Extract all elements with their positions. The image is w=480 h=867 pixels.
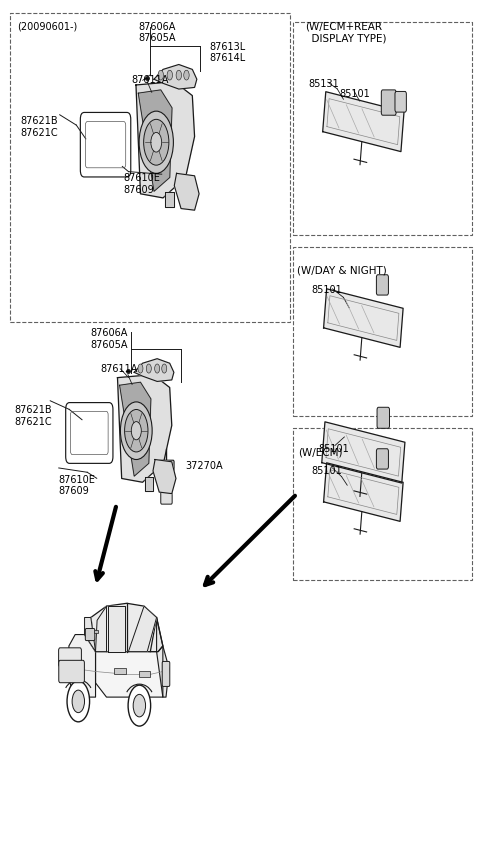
Polygon shape: [129, 606, 156, 652]
Polygon shape: [136, 81, 194, 198]
Polygon shape: [96, 606, 107, 652]
FancyBboxPatch shape: [381, 90, 396, 115]
Circle shape: [162, 364, 167, 373]
Circle shape: [167, 70, 172, 80]
FancyBboxPatch shape: [376, 275, 388, 295]
Polygon shape: [118, 375, 172, 482]
Polygon shape: [108, 606, 125, 652]
Polygon shape: [154, 64, 197, 89]
Circle shape: [67, 681, 90, 722]
Polygon shape: [156, 617, 169, 697]
FancyBboxPatch shape: [59, 648, 82, 667]
Bar: [95, 630, 98, 634]
FancyBboxPatch shape: [159, 460, 174, 482]
Circle shape: [184, 70, 189, 80]
Text: 87611A: 87611A: [131, 75, 168, 85]
Circle shape: [133, 694, 145, 717]
Bar: [10, 13, 290, 322]
Circle shape: [131, 421, 141, 440]
FancyBboxPatch shape: [162, 662, 170, 687]
Circle shape: [120, 402, 152, 460]
Polygon shape: [324, 289, 403, 348]
FancyBboxPatch shape: [395, 91, 407, 112]
Bar: [139, 671, 150, 677]
Text: (W/ECM+REAR
  DISPLAY TYPE): (W/ECM+REAR DISPLAY TYPE): [305, 22, 387, 43]
Polygon shape: [120, 382, 151, 476]
Text: 85101: 85101: [311, 285, 342, 296]
Circle shape: [155, 364, 160, 373]
Text: 85101: 85101: [340, 89, 371, 99]
Polygon shape: [144, 477, 153, 491]
Text: 87621B
87621C: 87621B 87621C: [21, 116, 59, 138]
Text: (20090601-): (20090601-): [17, 22, 77, 32]
Text: 87606A
87605A: 87606A 87605A: [138, 22, 176, 43]
Bar: [293, 428, 472, 580]
FancyBboxPatch shape: [80, 113, 131, 177]
FancyBboxPatch shape: [161, 491, 172, 504]
FancyBboxPatch shape: [377, 407, 389, 428]
Text: 85131: 85131: [309, 79, 339, 88]
Polygon shape: [96, 646, 163, 697]
Text: 87621B
87621C: 87621B 87621C: [14, 405, 52, 427]
Text: 85101: 85101: [311, 466, 342, 476]
Text: (W/DAY & NIGHT): (W/DAY & NIGHT): [297, 265, 387, 276]
Polygon shape: [153, 460, 176, 493]
Bar: [293, 247, 472, 416]
Text: 87610E
87609: 87610E 87609: [124, 173, 161, 195]
Circle shape: [158, 70, 164, 80]
Polygon shape: [323, 92, 404, 152]
Bar: [293, 22, 472, 235]
FancyBboxPatch shape: [66, 402, 113, 463]
Circle shape: [139, 111, 173, 173]
FancyBboxPatch shape: [59, 661, 84, 682]
Text: 87611A: 87611A: [100, 364, 137, 374]
Circle shape: [125, 409, 148, 452]
Polygon shape: [134, 359, 174, 381]
Text: 87610E
87609: 87610E 87609: [59, 475, 96, 497]
Polygon shape: [322, 422, 405, 483]
Polygon shape: [174, 173, 199, 210]
Polygon shape: [69, 635, 96, 697]
Text: 87613L
87614L: 87613L 87614L: [209, 42, 245, 63]
Polygon shape: [84, 603, 163, 652]
Circle shape: [144, 120, 169, 165]
Polygon shape: [138, 90, 172, 192]
Circle shape: [146, 364, 151, 373]
Text: 85101: 85101: [318, 444, 349, 453]
Text: (W/ECM): (W/ECM): [298, 447, 342, 457]
Text: 37270A: 37270A: [185, 461, 223, 471]
Circle shape: [138, 364, 143, 373]
Text: 87606A
87605A: 87606A 87605A: [91, 329, 128, 350]
Polygon shape: [324, 463, 403, 521]
Circle shape: [176, 70, 181, 80]
Bar: [114, 668, 126, 675]
Circle shape: [72, 690, 84, 713]
Circle shape: [128, 685, 151, 726]
FancyBboxPatch shape: [376, 449, 388, 469]
Polygon shape: [165, 192, 174, 207]
Polygon shape: [84, 617, 96, 652]
Circle shape: [151, 133, 162, 152]
FancyBboxPatch shape: [85, 629, 95, 641]
